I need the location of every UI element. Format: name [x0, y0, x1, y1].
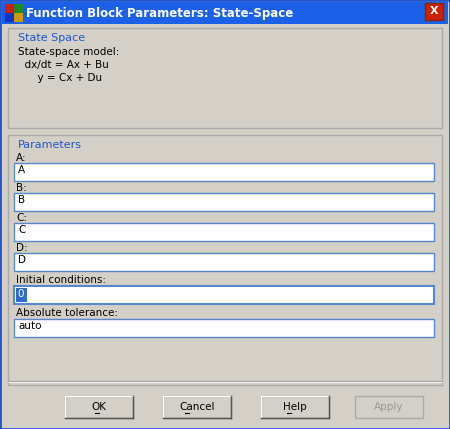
Bar	[8, 28, 442, 128]
Bar	[8, 135, 442, 385]
Text: Absolute tolerance:: Absolute tolerance:	[16, 308, 118, 318]
Text: Initial conditions:: Initial conditions:	[16, 275, 106, 285]
Bar	[14, 253, 434, 271]
Bar	[163, 396, 231, 418]
Bar	[14, 4, 23, 13]
Bar	[14, 13, 23, 22]
Bar	[261, 396, 329, 418]
Text: Apply: Apply	[374, 402, 404, 412]
Text: State Space: State Space	[18, 33, 85, 43]
Text: 0: 0	[17, 289, 23, 299]
Bar	[5, 4, 14, 13]
Bar	[5, 13, 14, 22]
Text: y = Cx + Du: y = Cx + Du	[18, 73, 102, 83]
Bar	[14, 286, 434, 304]
Text: D:: D:	[16, 243, 27, 253]
Text: C: C	[18, 225, 25, 235]
Bar	[14, 319, 434, 337]
Text: D: D	[18, 255, 26, 265]
Bar	[16, 288, 27, 302]
Bar	[355, 396, 423, 418]
Text: A: A	[18, 165, 25, 175]
Text: Function Block Parameters: State-Space: Function Block Parameters: State-Space	[26, 6, 293, 19]
Bar	[14, 193, 434, 211]
Text: State-space model:: State-space model:	[18, 47, 119, 57]
Text: X: X	[430, 6, 438, 16]
Text: dx/dt = Ax + Bu: dx/dt = Ax + Bu	[18, 60, 109, 70]
Text: B:: B:	[16, 183, 27, 193]
Text: Help: Help	[283, 402, 307, 412]
Bar	[65, 396, 133, 418]
Text: OK: OK	[91, 402, 107, 412]
Text: C:: C:	[16, 213, 27, 223]
Bar	[14, 223, 434, 241]
Text: A:: A:	[16, 153, 27, 163]
Text: Cancel: Cancel	[179, 402, 215, 412]
Bar	[14, 163, 434, 181]
Text: B: B	[18, 195, 25, 205]
Bar	[2, 2, 448, 24]
Text: auto: auto	[18, 321, 41, 331]
Bar	[425, 3, 443, 20]
Text: Parameters: Parameters	[18, 140, 82, 150]
